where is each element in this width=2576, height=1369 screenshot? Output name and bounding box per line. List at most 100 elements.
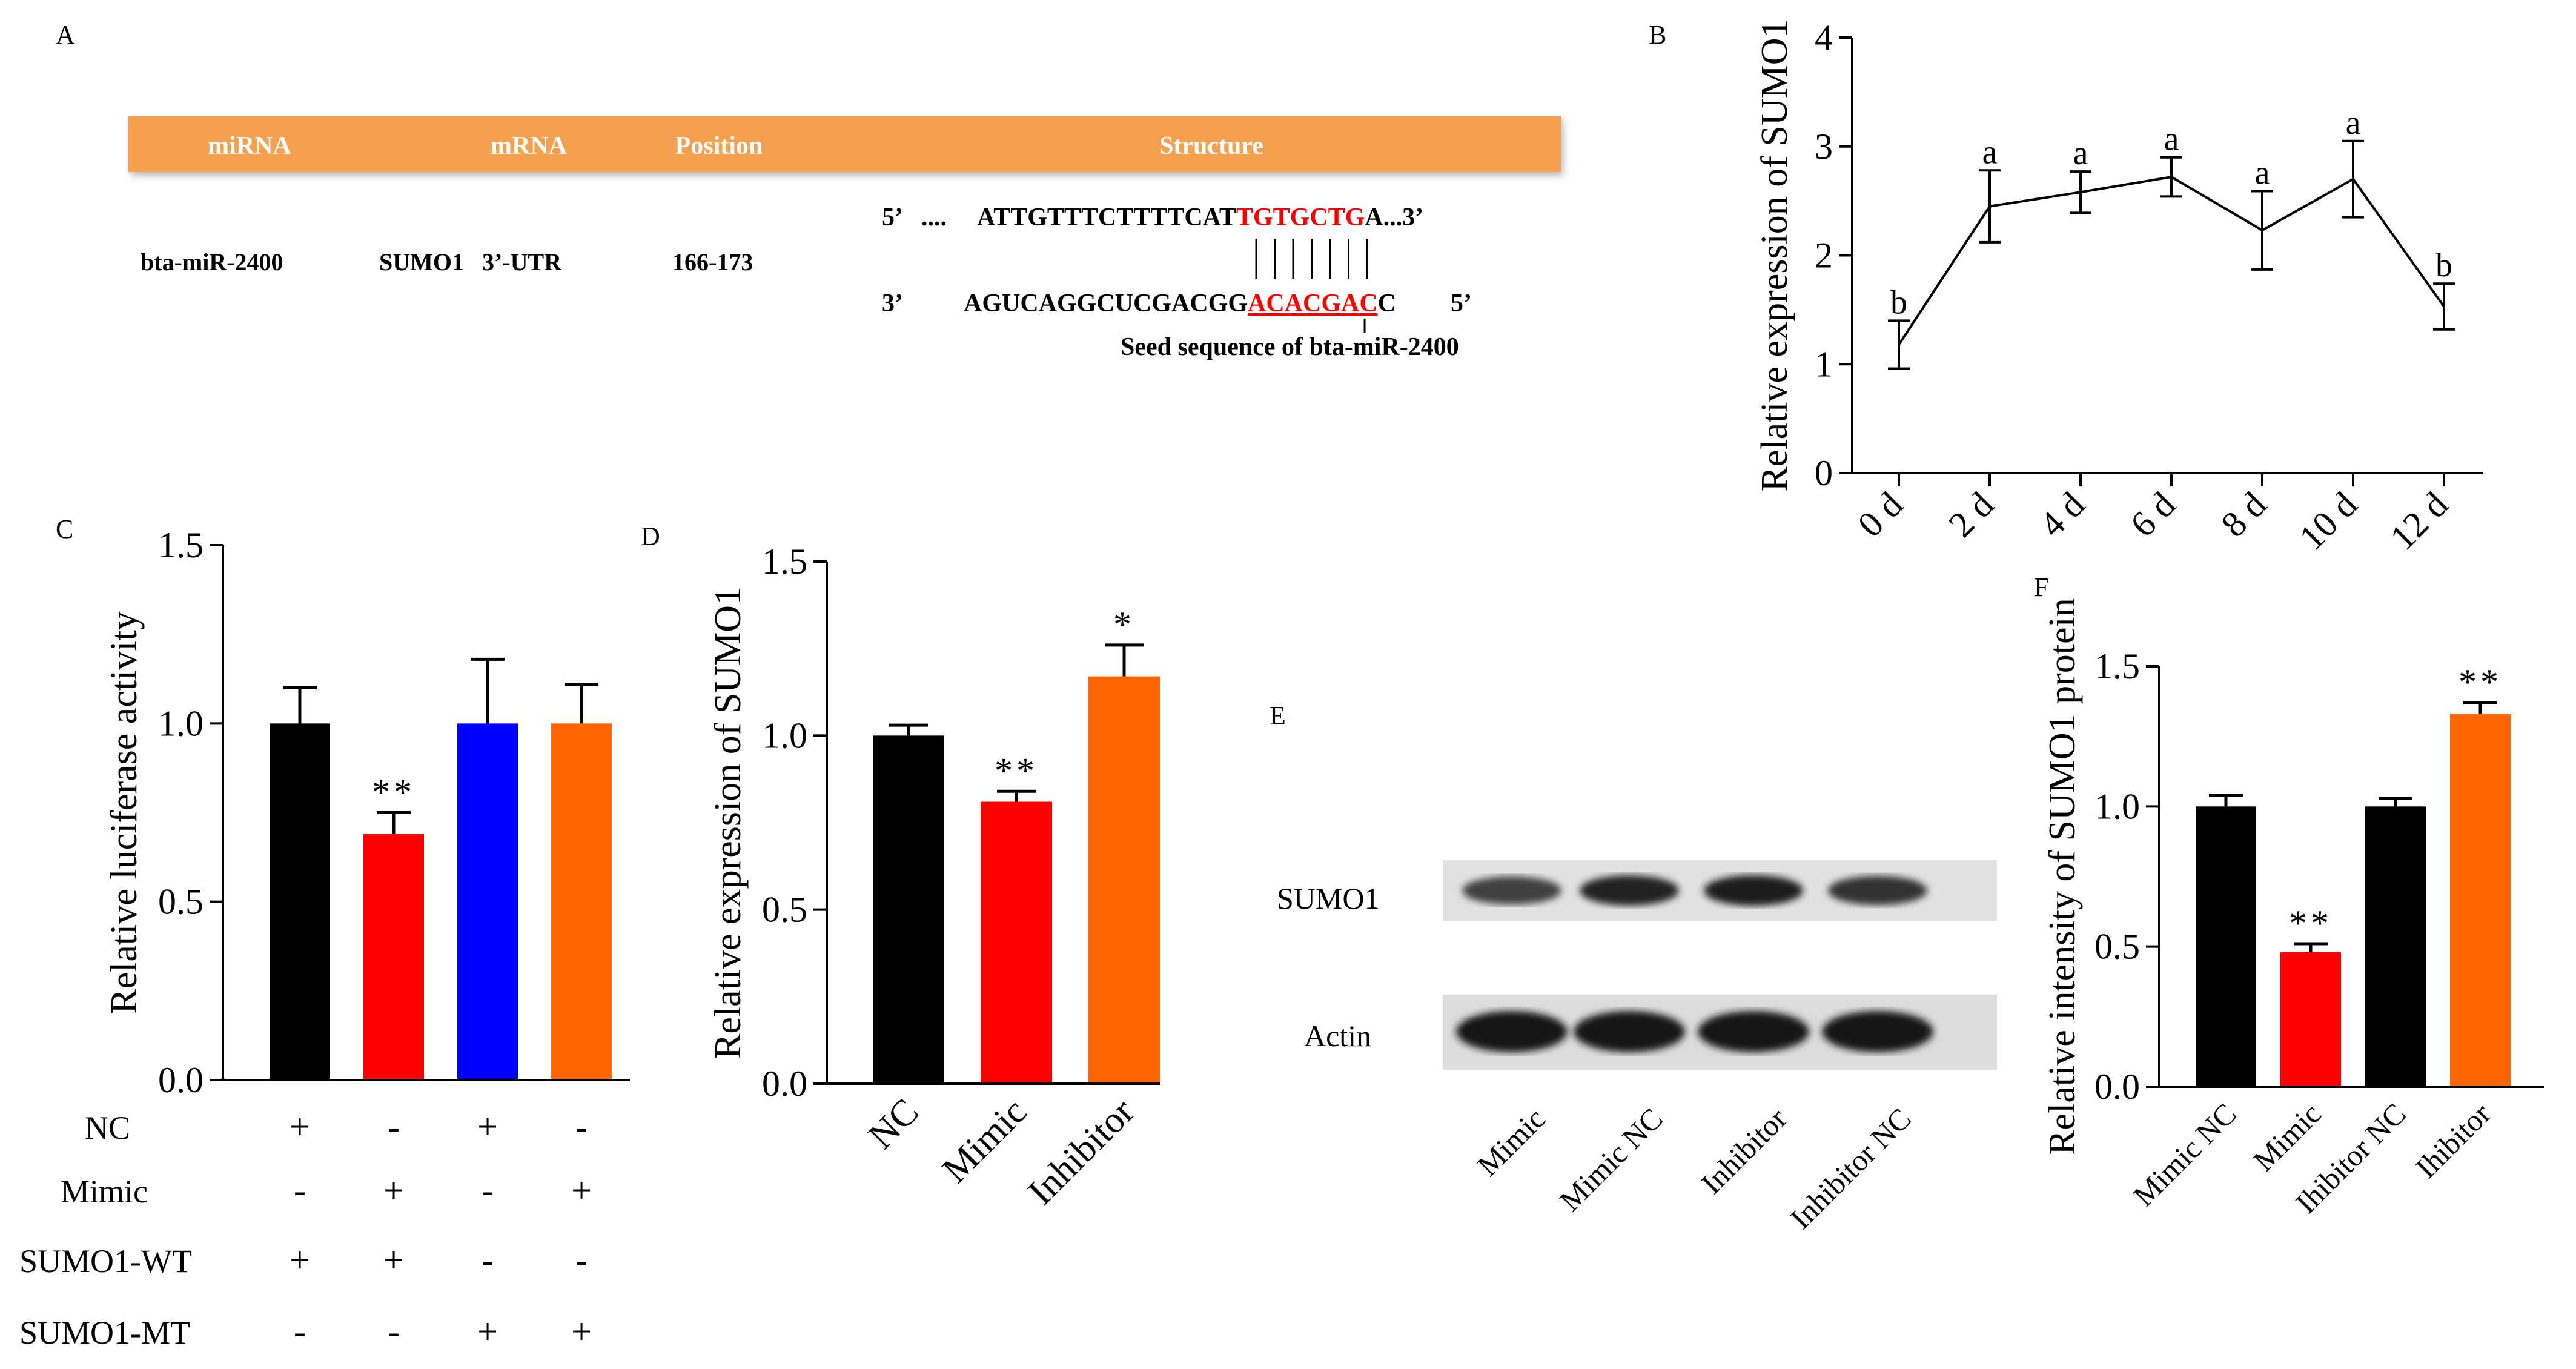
- bar: [363, 834, 424, 1080]
- panel-letter-b: B: [1649, 20, 1666, 50]
- bar: [2450, 714, 2511, 1087]
- factor-sign: -: [482, 1240, 494, 1280]
- series-line: [1898, 175, 2445, 345]
- panel-b: B 0 1 2 3 4 Relative expression of SUMO1 b 0 d a…: [1649, 18, 2483, 557]
- blot-row-label-sumo1: SUMO1: [1277, 881, 1379, 915]
- factor-sign: -: [294, 1311, 306, 1351]
- band-actin: [1822, 1011, 1933, 1052]
- significance-label: **: [2289, 903, 2333, 943]
- y-tick-label: 0.0: [2094, 1067, 2140, 1107]
- blot-lane-label: Inhibitor: [1694, 1101, 1793, 1201]
- significance-letter: a: [1982, 133, 1998, 171]
- mirna-5prime: 5’: [1451, 290, 1472, 317]
- band-sumo1: [1580, 875, 1679, 906]
- factor-sign: -: [388, 1107, 400, 1147]
- significance-letter: a: [2255, 154, 2270, 191]
- x-tick-label: 12 d: [2382, 485, 2455, 558]
- y-axis-title: Relative intensity of SUMO1 protein: [2042, 598, 2083, 1155]
- factor-sign: +: [383, 1170, 404, 1210]
- factor-name: SUMO1-MT: [19, 1314, 190, 1351]
- factor-sign: +: [477, 1311, 498, 1351]
- header-mirna: miRNA: [208, 132, 291, 160]
- factor-sign: +: [477, 1107, 498, 1147]
- factor-name: NC: [85, 1110, 130, 1146]
- bar: [1088, 676, 1160, 1084]
- mrna-dots: ....: [921, 204, 947, 231]
- y-axis-title: Relative expression of SUMO1: [707, 586, 749, 1059]
- blot-lane-label: Mimic NC: [1553, 1101, 1669, 1218]
- y-tick-label: 0.5: [158, 882, 204, 922]
- header-structure: Structure: [1159, 132, 1263, 160]
- blot-lane-label: Mimic: [1471, 1101, 1552, 1182]
- cell-position: 166-173: [672, 248, 753, 276]
- header-position: Position: [675, 132, 763, 160]
- panel-c: C 0.0 0.5 1.0 1.5 Relative luciferase activi…: [19, 514, 630, 1351]
- y-tick-label: 0: [1815, 453, 1833, 493]
- significance-label: *: [1113, 605, 1135, 645]
- y-tick-label: 2: [1815, 236, 1833, 276]
- x-tick-label: NC: [861, 1091, 927, 1157]
- y-tick-label: 1.0: [2094, 786, 2140, 826]
- factor-sign: -: [482, 1170, 494, 1210]
- factor-sign: -: [575, 1240, 588, 1280]
- mrna-tail: A...3’: [1365, 204, 1423, 231]
- band-actin: [1574, 1011, 1685, 1052]
- panel-d: D 0.0 0.5 1.0 1.5 Relative expression of SUM…: [641, 522, 1160, 1213]
- x-tick-label: 6 d: [2122, 485, 2183, 545]
- chart-b: 0 1 2 3 4 Relative expression of SUMO1 b 0 d a 2 …: [1754, 18, 2483, 557]
- panel-letter-d: D: [641, 522, 660, 551]
- panel-letter-c: C: [56, 514, 73, 544]
- y-axis-title: Relative luciferase activity: [104, 611, 145, 1013]
- y-tick-label: 0.0: [158, 1060, 204, 1100]
- cell-mirna: bta-miR-2400: [141, 248, 283, 276]
- panel-a: A miRNA mRNA Position Structure bta-miR-…: [56, 20, 1561, 361]
- bar: [2196, 806, 2256, 1087]
- band-actin: [1698, 1011, 1809, 1052]
- x-tick-label: 2 d: [1941, 485, 2001, 545]
- bar: [457, 723, 518, 1080]
- significance-letter: a: [2073, 134, 2088, 172]
- significance-letter: a: [2346, 104, 2361, 142]
- factor-sign: -: [575, 1107, 588, 1147]
- factor-sign: -: [294, 1170, 306, 1210]
- panel-letter-f: F: [2034, 572, 2048, 602]
- significance-label: **: [372, 772, 416, 812]
- y-tick-label: 1.5: [762, 542, 807, 582]
- x-tick-label: 8 d: [2213, 485, 2274, 545]
- y-tick-label: 0.5: [762, 890, 807, 930]
- factor-sign: +: [383, 1240, 404, 1280]
- mirna-3prime: 3’: [882, 290, 903, 317]
- factor-sign: +: [571, 1170, 592, 1210]
- seed-label: Seed sequence of bta-miR-2400: [1121, 333, 1459, 361]
- mrna-seed-match: TGTGCTG: [1236, 204, 1365, 231]
- y-tick-label: 0.5: [2094, 927, 2140, 967]
- mirna-tail: C: [1378, 290, 1396, 317]
- bar: [981, 801, 1052, 1084]
- bar: [873, 735, 944, 1084]
- blot-lane-label: Inhibitor NC: [1783, 1101, 1917, 1235]
- significance-letter: a: [2164, 121, 2179, 158]
- chart-c: 0.0 0.5 1.0 1.5 Relative luciferase activity…: [19, 525, 630, 1351]
- band-actin: [1456, 1011, 1568, 1052]
- table-header-bar: [128, 116, 1561, 172]
- x-tick-label: Mimic: [935, 1091, 1035, 1191]
- y-tick-label: 0.0: [762, 1064, 807, 1104]
- blot-row-label-actin: Actin: [1304, 1019, 1371, 1053]
- factor-name: SUMO1-WT: [19, 1243, 192, 1279]
- y-axis-title: Relative expression of SUMO1: [1754, 19, 1795, 491]
- panel-letter-e: E: [1270, 701, 1286, 731]
- chart-f: 0.0 0.5 1.0 1.5 Relative intensity of SUMO1 …: [2042, 598, 2544, 1220]
- bar: [2280, 952, 2341, 1087]
- bar: [2365, 806, 2426, 1087]
- y-tick-label: 1.0: [762, 715, 807, 755]
- y-tick-label: 3: [1815, 127, 1833, 167]
- panel-letter-a: A: [56, 20, 75, 50]
- mrna-plain: ATTGTTTCTTTTCAT: [977, 204, 1236, 231]
- cell-mrna: SUMO1 3’-UTR: [379, 248, 562, 276]
- factor-name: Mimic: [61, 1173, 148, 1210]
- x-tick-label: 10 d: [2291, 485, 2365, 558]
- bar: [270, 723, 330, 1080]
- bar: [551, 723, 612, 1080]
